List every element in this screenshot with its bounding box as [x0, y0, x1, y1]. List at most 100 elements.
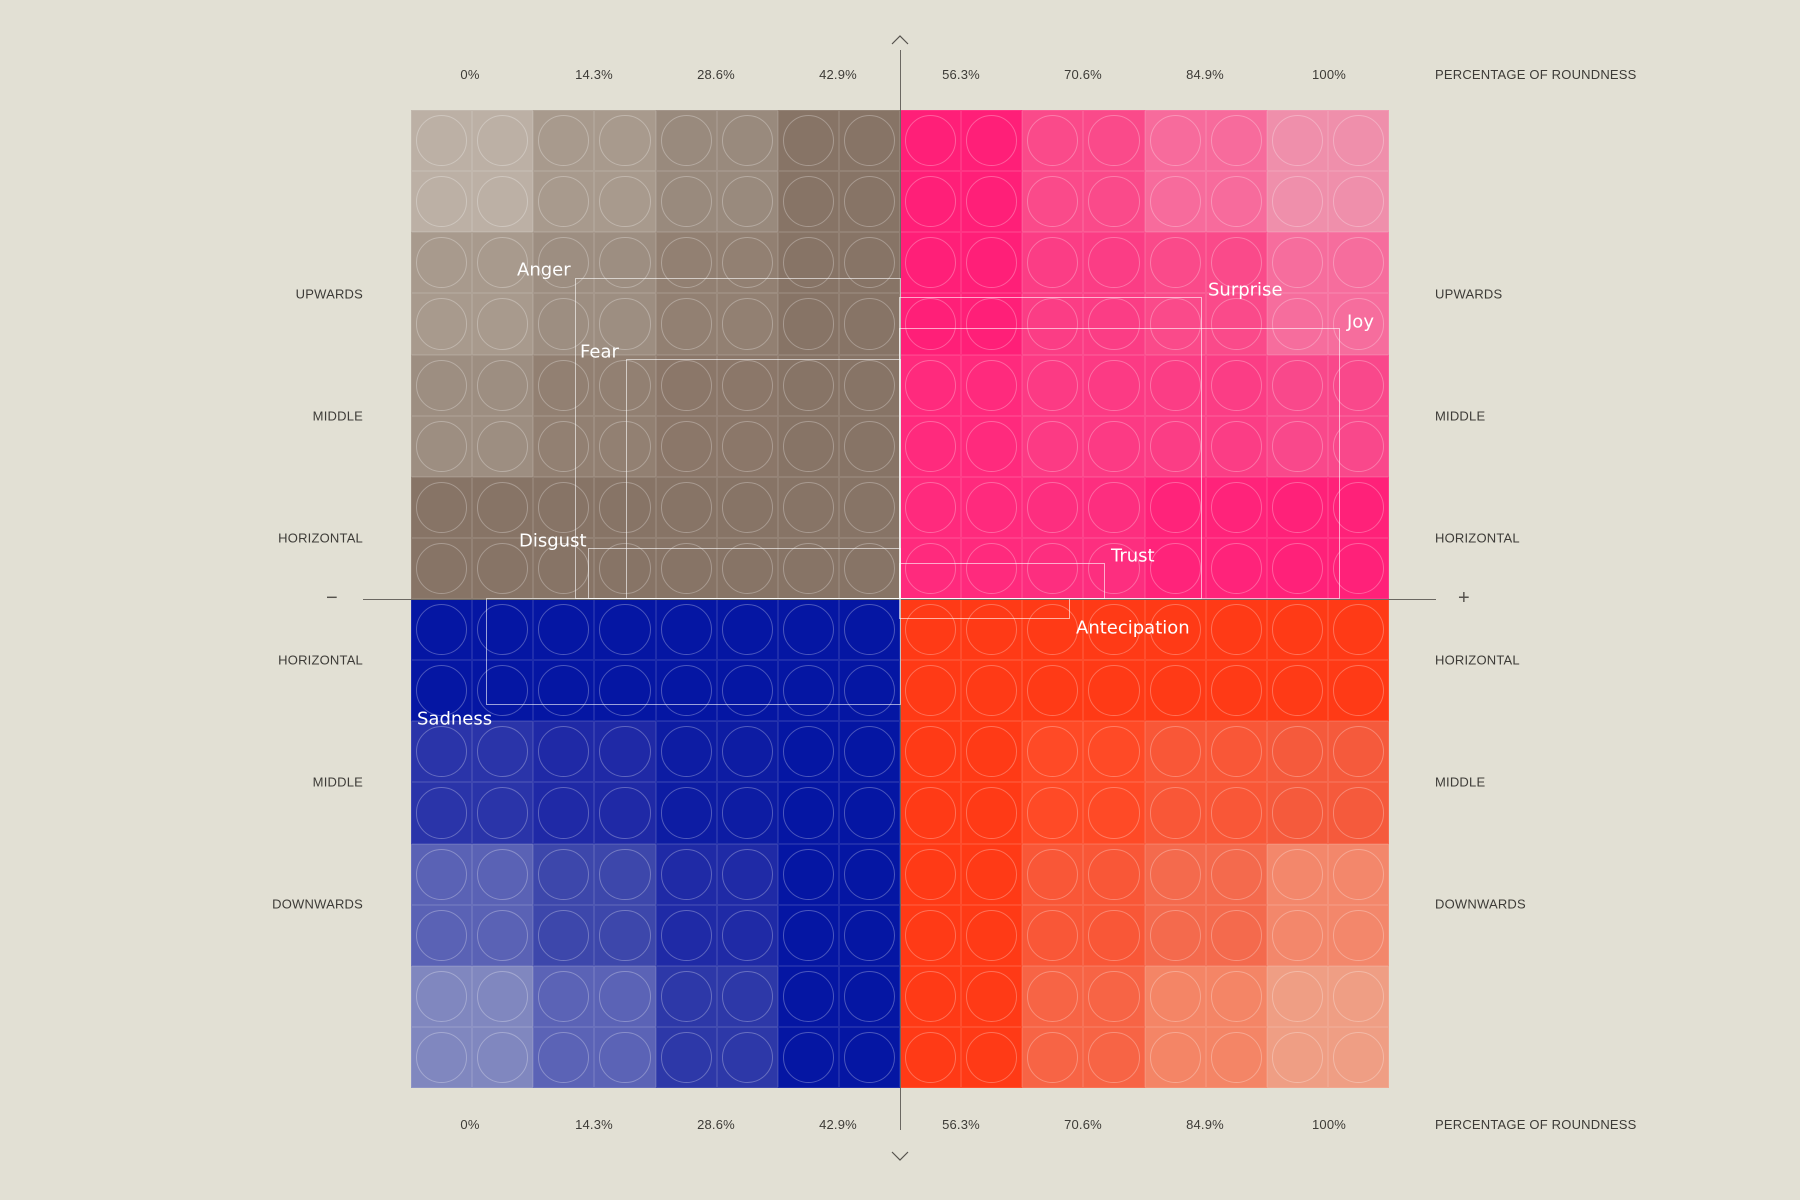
- circle-cell: [1266, 782, 1328, 844]
- circle-cell: [411, 721, 473, 783]
- circle-cell: [533, 660, 595, 722]
- circle-cell: [472, 721, 534, 783]
- circle-cell: [1205, 782, 1267, 844]
- circle-cell: [1266, 660, 1328, 722]
- heatmap-block: [900, 599, 1023, 722]
- circle-cell: [594, 721, 656, 783]
- heatmap-block: [777, 843, 900, 966]
- emotion-label-disgust: Disgust: [519, 530, 587, 552]
- circle-cell: [838, 660, 900, 722]
- circle-cell: [1022, 782, 1084, 844]
- circle-cell: [594, 354, 656, 416]
- circle-cell: [1083, 415, 1145, 477]
- circle-cell: [1327, 660, 1389, 722]
- circle-cell: [716, 171, 778, 233]
- circle-cell: [533, 965, 595, 1027]
- heatmap-block: [1144, 354, 1267, 477]
- circle-cell: [1022, 721, 1084, 783]
- circle-cell: [472, 110, 534, 172]
- x-tick-bottom: 56.3%: [942, 1117, 980, 1132]
- antecipation-box: [899, 598, 1070, 619]
- disgust-box: [588, 548, 901, 599]
- circle-cell: [533, 354, 595, 416]
- heatmap-block: [655, 354, 778, 477]
- circle-cell: [411, 843, 473, 905]
- circle-cell: [838, 110, 900, 172]
- circle-cell: [1083, 843, 1145, 905]
- circle-cell: [1327, 965, 1389, 1027]
- circle-cell: [1205, 904, 1267, 966]
- circle-cell: [1083, 721, 1145, 783]
- circle-cell: [1205, 476, 1267, 538]
- circle-cell: [716, 1026, 778, 1088]
- heatmap-block: [900, 110, 1023, 233]
- circle-cell: [472, 965, 534, 1027]
- circle-cell: [961, 965, 1023, 1027]
- circle-cell: [1327, 904, 1389, 966]
- circle-cell: [961, 904, 1023, 966]
- circle-cell: [777, 171, 839, 233]
- circle-cell: [1083, 293, 1145, 355]
- row-label-left: DOWNWARDS: [272, 896, 363, 912]
- circle-cell: [838, 843, 900, 905]
- circle-cell: [961, 293, 1023, 355]
- circle-cell: [900, 843, 962, 905]
- circle-cell: [777, 843, 839, 905]
- circle-cell: [716, 354, 778, 416]
- circle-cell: [533, 782, 595, 844]
- circle-cell: [1266, 354, 1328, 416]
- circle-cell: [1205, 232, 1267, 294]
- circle-cell: [716, 476, 778, 538]
- emotion-label-sadness: Sadness: [417, 708, 493, 730]
- circle-cell: [1266, 599, 1328, 661]
- circle-cell: [411, 660, 473, 722]
- circle-cell: [1205, 171, 1267, 233]
- heatmap-block: [1144, 721, 1267, 844]
- plus-sign-icon: +: [1458, 587, 1470, 609]
- circle-cell: [716, 965, 778, 1027]
- circle-cell: [961, 782, 1023, 844]
- circle-cell: [900, 232, 962, 294]
- heatmap-block: [411, 721, 534, 844]
- circle-cell: [655, 965, 717, 1027]
- emotion-label-fear: Fear: [580, 341, 619, 363]
- circle-cell: [594, 476, 656, 538]
- circle-cell: [838, 232, 900, 294]
- heatmap-block: [1266, 721, 1389, 844]
- circle-cell: [777, 354, 839, 416]
- heatmap-block: [411, 110, 534, 233]
- circle-cell: [594, 965, 656, 1027]
- heatmap-block: [1022, 110, 1145, 233]
- circle-cell: [1327, 415, 1389, 477]
- circle-cell: [1083, 965, 1145, 1027]
- heatmap-block: [1022, 721, 1145, 844]
- heatmap-block: [1144, 965, 1267, 1088]
- circle-cell: [472, 1026, 534, 1088]
- circle-cell: [1083, 171, 1145, 233]
- circle-cell: [1022, 110, 1084, 172]
- circle-cell: [1144, 171, 1206, 233]
- circle-cell: [1327, 476, 1389, 538]
- circle-cell: [716, 232, 778, 294]
- circle-cell: [1022, 171, 1084, 233]
- heatmap-block: [411, 843, 534, 966]
- heatmap-block: [1266, 232, 1389, 355]
- circle-cell: [777, 232, 839, 294]
- circle-cell: [1266, 476, 1328, 538]
- circle-cell: [1327, 782, 1389, 844]
- circle-cell: [900, 904, 962, 966]
- circle-cell: [1144, 782, 1206, 844]
- circle-cell: [1022, 476, 1084, 538]
- x-tick-bottom: 0%: [460, 1117, 480, 1132]
- circle-cell: [411, 232, 473, 294]
- circle-cell: [472, 354, 534, 416]
- emotion-label-antecipation: Antecipation: [1076, 617, 1190, 639]
- circle-cell: [1327, 843, 1389, 905]
- heatmap-block: [533, 965, 656, 1088]
- circle-cell: [1144, 415, 1206, 477]
- heatmap-block: [1266, 843, 1389, 966]
- circle-cell: [961, 354, 1023, 416]
- circle-cell: [1266, 965, 1328, 1027]
- circle-cell: [1144, 904, 1206, 966]
- circle-cell: [533, 232, 595, 294]
